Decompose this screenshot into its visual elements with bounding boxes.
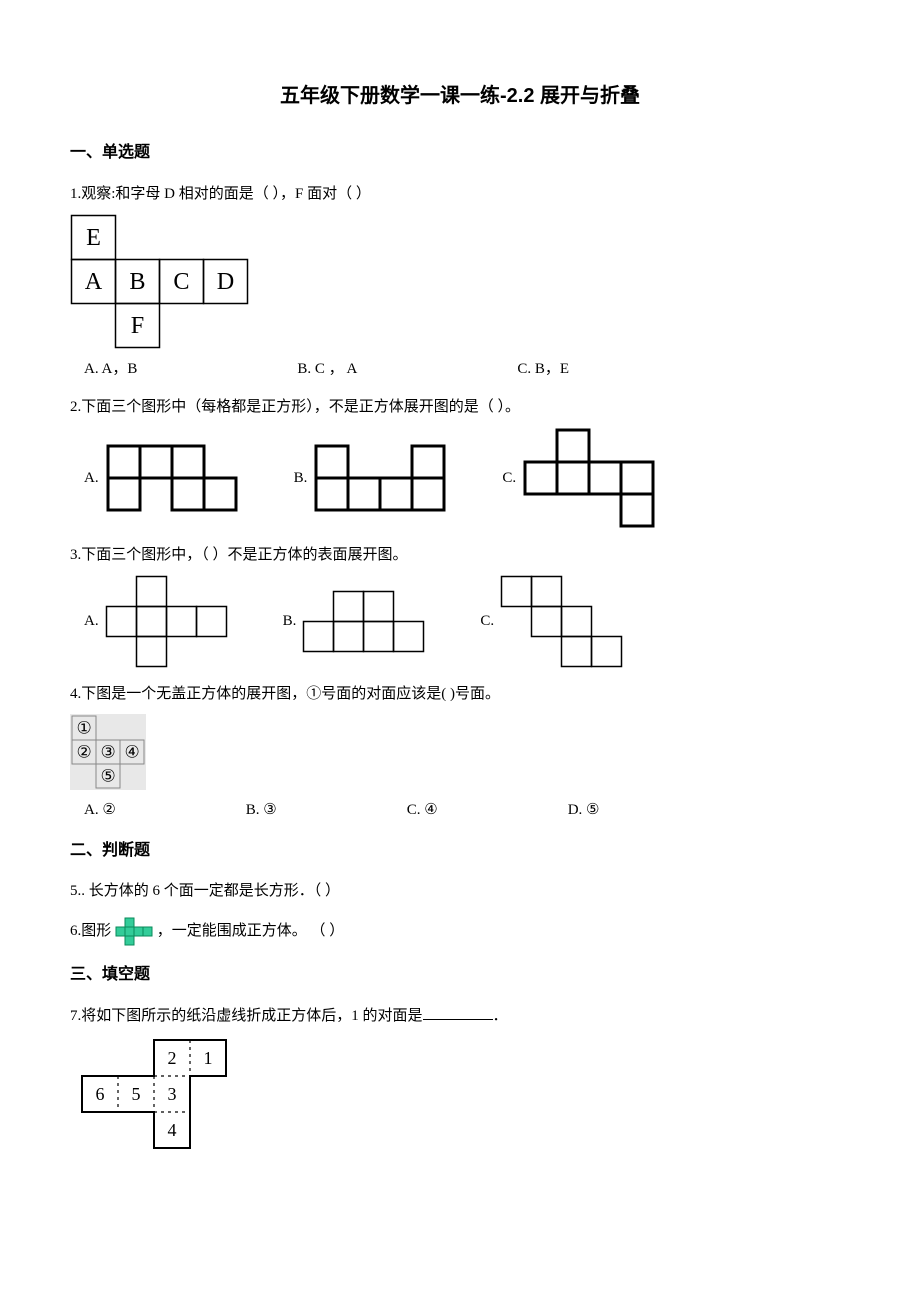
svg-text:③: ③ xyxy=(100,742,115,761)
q1-opt-a: A. A，B xyxy=(84,357,137,381)
q5-text: 5.. 长方体的 6 个面一定都是长方形．（ ） xyxy=(70,879,850,903)
svg-text:A: A xyxy=(85,268,103,295)
q6-text-b: ，一定能围成正方体。 （ ） xyxy=(157,923,345,939)
q1-opt-b: B. C ， A xyxy=(297,357,357,381)
q7-blank xyxy=(423,1004,493,1020)
q4-opt-a: A. ② xyxy=(84,798,116,822)
svg-text:②: ② xyxy=(76,742,91,761)
section-judge: 二、判断题 xyxy=(70,838,850,864)
q2-opt-b-label: B. xyxy=(294,466,308,490)
q2-fig-b xyxy=(313,443,447,513)
q2-text: 2.下面三个图形中（每格都是正方形），不是正方体展开图的是（ ）。 xyxy=(70,395,850,419)
q3-fig-a xyxy=(105,575,228,668)
q3-opt-c-label: C. xyxy=(480,609,494,633)
q7-figure: 2 1 6 5 3 4 xyxy=(70,1038,850,1186)
svg-text:3: 3 xyxy=(168,1084,177,1104)
q3-fig-c xyxy=(500,575,623,668)
svg-text:4: 4 xyxy=(168,1120,177,1140)
q1-opt-c: C. B，E xyxy=(517,357,569,381)
q1-text: 1.观察:和字母 D 相对的面是（ ），F 面对（ ） xyxy=(70,182,850,206)
q6-text-a: 6.图形 xyxy=(70,923,115,939)
svg-text:2: 2 xyxy=(168,1048,177,1068)
section-fill: 三、填空题 xyxy=(70,962,850,988)
svg-text:B: B xyxy=(129,268,145,295)
q6: 6.图形 ，一定能围成正方体。 （ ） xyxy=(70,917,850,946)
q3-fig-b xyxy=(302,590,425,653)
svg-text:④: ④ xyxy=(124,742,139,761)
q3-options: A. B. C. xyxy=(70,575,850,668)
q1-figure: EAB C D F xyxy=(70,214,850,349)
q3-text: 3.下面三个图形中，（ ）不是正方体的表面展开图。 xyxy=(70,543,850,567)
section-single-choice: 一、单选题 xyxy=(70,140,850,166)
svg-text:5: 5 xyxy=(132,1084,141,1104)
q4-text: 4.下图是一个无盖正方体的展开图，①号面的对面应该是( )号面。 xyxy=(70,682,850,706)
q2-opt-c-label: C. xyxy=(502,466,516,490)
svg-text:6: 6 xyxy=(96,1084,105,1104)
q4-options: A. ② B. ③ C. ④ D. ⑤ xyxy=(70,798,850,822)
q4-opt-b: B. ③ xyxy=(246,798,277,822)
svg-text:C: C xyxy=(173,268,189,295)
q4-opt-d: D. ⑤ xyxy=(568,798,600,822)
svg-text:⑤: ⑤ xyxy=(100,766,115,785)
q1-options: A. A，B B. C ， A C. B，E xyxy=(70,357,850,381)
svg-text:F: F xyxy=(131,312,144,339)
q4-opt-c: C. ④ xyxy=(407,798,438,822)
q3-opt-b-label: B. xyxy=(283,609,297,633)
q4-figure: ① ②③④⑤ xyxy=(70,714,850,790)
page-title: 五年级下册数学一课一练-2.2 展开与折叠 xyxy=(70,80,850,112)
svg-text:E: E xyxy=(86,224,101,251)
q2-fig-c xyxy=(522,427,656,529)
svg-text:D: D xyxy=(217,268,234,295)
q2-options: A. B. C. xyxy=(70,427,850,529)
q2-opt-a-label: A. xyxy=(84,466,99,490)
q2-fig-a xyxy=(105,443,239,513)
svg-text:1: 1 xyxy=(204,1048,213,1068)
q7-text-b: ． xyxy=(493,1008,508,1024)
q7-text-a: 7.将如下图所示的纸沿虚线折成正方体后，1 的对面是 xyxy=(70,1008,423,1024)
q6-figure xyxy=(115,917,153,946)
q7: 7.将如下图所示的纸沿虚线折成正方体后，1 的对面是 ． xyxy=(70,1004,850,1028)
q3-opt-a-label: A. xyxy=(84,609,99,633)
svg-text:①: ① xyxy=(76,718,91,737)
